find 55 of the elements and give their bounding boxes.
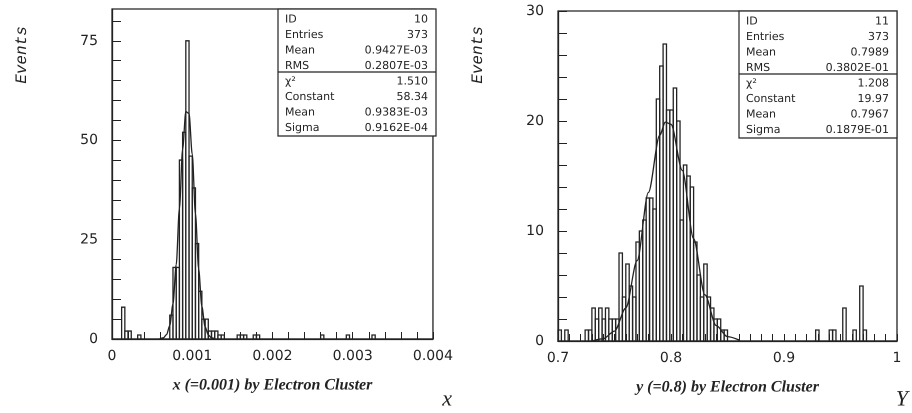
y-tick-label: 50 <box>80 132 98 148</box>
y-tick-label: 0 <box>89 331 98 347</box>
annotation: 0.2807E-03 <box>364 58 428 72</box>
annotation: 58.34 <box>396 90 428 103</box>
annotation: Entries <box>746 30 785 43</box>
y-tick-label: 10 <box>526 223 544 239</box>
annotation: ID <box>746 14 758 28</box>
annotation: Sigma <box>285 120 320 134</box>
annotation: RMS <box>285 58 310 72</box>
y-axis-title: Events <box>469 26 487 84</box>
annotation: 373 <box>407 28 428 41</box>
annotation: Mean <box>746 45 776 58</box>
annotation: Entries <box>285 28 324 41</box>
annotation: 0.3802E-01 <box>826 60 889 74</box>
x-tick-label: 0.003 <box>332 348 373 364</box>
annotation: Sigma <box>746 122 780 136</box>
annotation: 0.9383E-03 <box>364 105 428 118</box>
x-tick-label: 0.002 <box>252 348 293 364</box>
annotation: 11 <box>875 14 889 28</box>
annotation: 0.1879E-01 <box>826 122 889 136</box>
annotation: 1.208 <box>858 76 889 90</box>
annotation: Constant <box>746 92 796 105</box>
x-tick-label: 0 <box>108 348 116 364</box>
annotation: Mean <box>746 107 776 120</box>
annotation: 1.510 <box>396 74 428 88</box>
x-axis-title: x (=0.001) by Electron Cluster <box>172 376 374 394</box>
annotation: Mean <box>285 105 315 118</box>
y-tick-label: 25 <box>80 232 98 248</box>
text: Y <box>896 386 911 410</box>
annotation: Mean <box>285 43 315 56</box>
annotation: ID <box>285 12 297 26</box>
y-tick-label: 20 <box>526 113 544 129</box>
annotation: χ² <box>285 74 296 88</box>
x-tick-label: 0.8 <box>660 350 682 366</box>
annotation: 0.9162E-04 <box>364 120 428 134</box>
text: x <box>441 386 452 410</box>
y-axis-title: Events <box>13 26 31 84</box>
x-tick-label: 0.9 <box>772 350 796 366</box>
x-tick-label: 0.001 <box>172 348 212 364</box>
x-axis-title: y (=0.8) by Electron Cluster <box>634 378 820 396</box>
y-tick-label: 30 <box>526 3 544 19</box>
annotation: 19.97 <box>858 92 889 105</box>
annotation: χ² <box>746 76 757 90</box>
x-tick-label: 0.7 <box>546 350 570 366</box>
annotation: 0.9427E-03 <box>364 43 428 56</box>
x-tick-label: 0.004 <box>412 348 454 364</box>
y-tick-label: 0 <box>535 333 544 349</box>
annotation: RMS <box>746 60 770 74</box>
annotation: 10 <box>414 12 428 26</box>
annotation: 0.7967 <box>850 107 889 120</box>
annotation: Constant <box>285 90 336 103</box>
x-tick-label: 1 <box>892 350 902 366</box>
annotation: 373 <box>868 30 889 43</box>
y-tick-label: 75 <box>80 32 98 49</box>
annotation: 0.7989 <box>850 45 889 58</box>
